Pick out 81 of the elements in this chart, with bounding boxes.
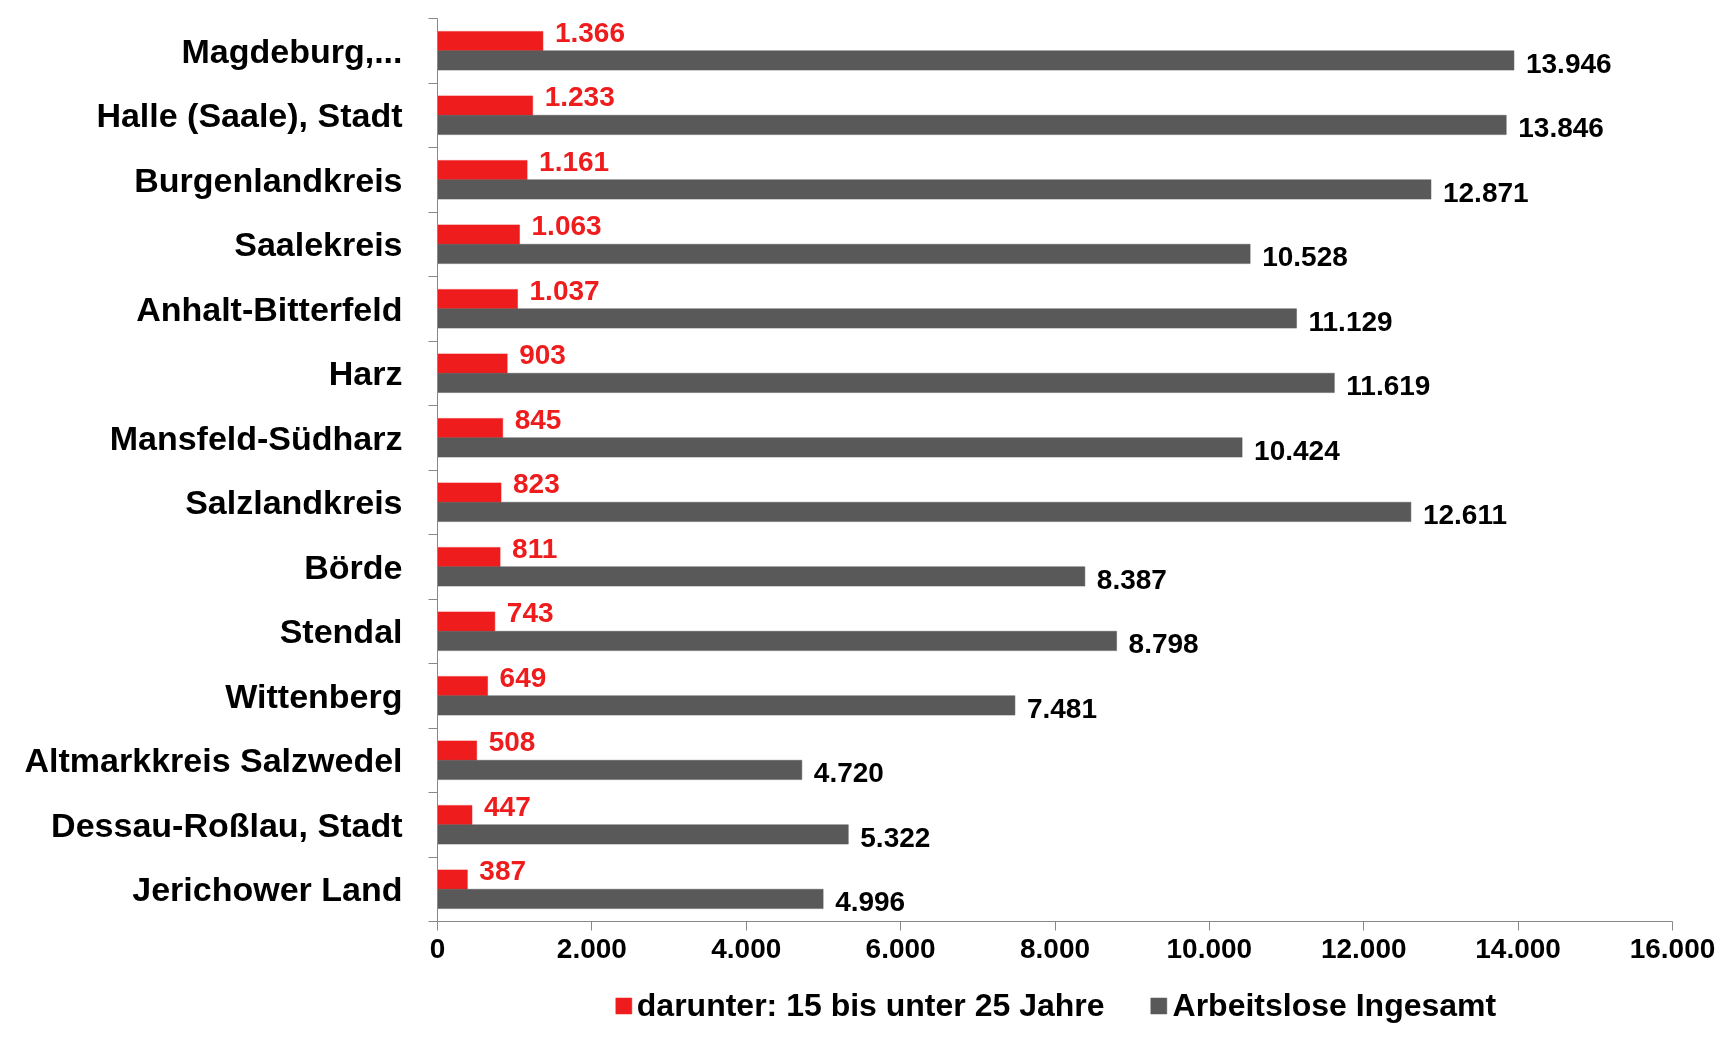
data-label: 4.996 (835, 886, 906, 918)
bar (437, 547, 501, 567)
bar (437, 418, 503, 438)
y-tick-label: Stendal (279, 612, 403, 651)
bar (437, 31, 544, 51)
bar (437, 308, 1297, 329)
bar (437, 160, 528, 180)
data-label: 13.846 (1518, 112, 1604, 144)
bar (437, 224, 520, 245)
y-tick-label: Harz (328, 354, 403, 393)
bar (437, 824, 849, 845)
x-tick-label: 14.000 (1475, 932, 1561, 964)
x-tick-label: 4.000 (711, 932, 782, 964)
data-label: 903 (519, 339, 566, 371)
bar (437, 740, 477, 761)
x-tick-label: 8.000 (1019, 932, 1091, 964)
x-tick-label: 6.000 (865, 932, 936, 964)
data-label: 823 (513, 468, 560, 500)
data-label: 5.322 (860, 821, 931, 853)
data-label: 1.037 (529, 274, 600, 306)
data-label: 12.611 (1422, 499, 1508, 531)
bar (437, 502, 1412, 522)
data-label: 7.481 (1026, 692, 1098, 724)
bar (437, 289, 518, 309)
bar (437, 437, 1243, 458)
legend-label: Arbeitslose Ingesamt (1172, 986, 1497, 1024)
y-tick-label: Mansfeld-Südharz (109, 418, 403, 457)
y-tick-label: Anhalt-Bitterfeld (136, 289, 403, 328)
bar (437, 353, 508, 374)
x-tick-label: 2.000 (556, 932, 627, 964)
data-label: 13.946 (1525, 47, 1612, 79)
bar (437, 50, 1515, 71)
data-label: 10.424 (1254, 434, 1341, 466)
legend-label: darunter: 15 bis unter 25 Jahre (636, 986, 1105, 1024)
data-label: 743 (506, 597, 554, 629)
data-label: 11.619 (1346, 370, 1431, 402)
y-tick-label: Börde (304, 547, 403, 586)
data-label: 1.233 (544, 81, 615, 113)
bar (437, 889, 824, 909)
y-tick-label: Dessau-Roßlau, Stadt (51, 805, 403, 844)
data-label: 1.366 (554, 16, 626, 48)
data-label: 447 (484, 790, 531, 822)
bar (437, 695, 1016, 716)
bar (437, 179, 1432, 200)
data-label: 8.798 (1128, 628, 1199, 660)
bar (437, 244, 1251, 264)
data-label: 508 (488, 726, 536, 758)
bar (437, 676, 488, 696)
data-label: 12.871 (1442, 176, 1529, 208)
bar (437, 373, 1335, 393)
bar (437, 631, 1117, 651)
data-label: 649 (499, 661, 547, 693)
data-label: 387 (479, 855, 527, 887)
data-label: 10.528 (1262, 241, 1348, 273)
data-label: 1.063 (531, 210, 602, 242)
data-label: 8.387 (1096, 563, 1167, 595)
bar (437, 805, 473, 825)
y-tick-label: Magdeburg,... (181, 31, 403, 70)
bar (437, 611, 496, 632)
data-label: 4.720 (813, 757, 884, 789)
y-tick-label: Jerichower Land (132, 870, 403, 909)
x-tick-label: 0 (429, 932, 446, 964)
data-label: 845 (514, 403, 562, 435)
y-tick-label: Burgenlandkreis (134, 160, 403, 199)
y-tick-label: Wittenberg (225, 676, 403, 715)
data-label: 811 (512, 532, 558, 564)
bar (437, 869, 468, 890)
data-label: 11.129 (1308, 305, 1393, 337)
y-tick-label: Salzlandkreis (185, 483, 403, 522)
bar (437, 566, 1086, 587)
y-tick-label: Altmarkkreis Salzwedel (24, 741, 403, 780)
bar (437, 760, 803, 780)
bar (437, 115, 1507, 135)
y-tick-label: Saalekreis (234, 225, 403, 264)
y-tick-label: Halle (Saale), Stadt (96, 96, 403, 135)
x-tick-label: 10.000 (1166, 932, 1253, 964)
x-tick-label: 16.000 (1629, 932, 1716, 964)
x-tick-label: 12.000 (1320, 932, 1407, 964)
bar (437, 95, 533, 116)
bar (437, 482, 502, 503)
data-label: 1.161 (539, 145, 610, 177)
